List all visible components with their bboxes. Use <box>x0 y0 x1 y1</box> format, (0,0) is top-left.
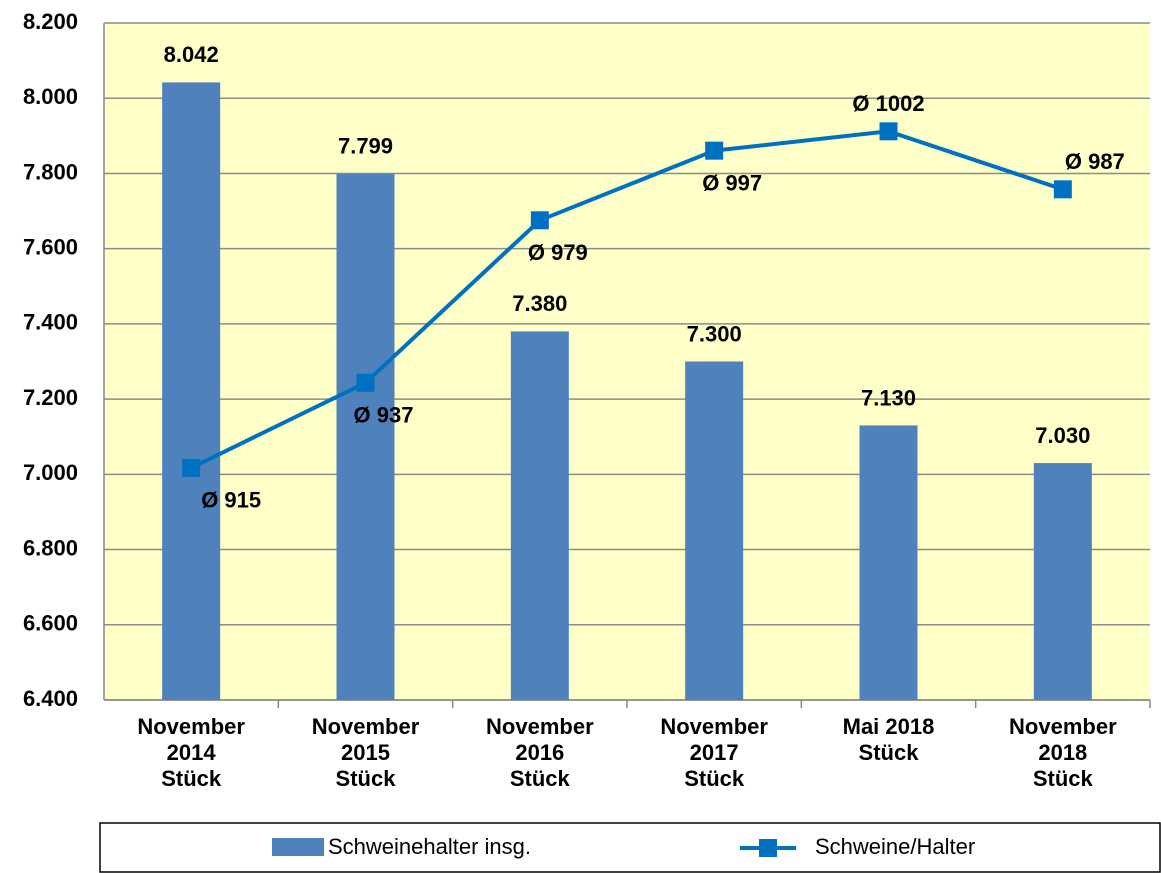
line-marker <box>530 211 549 230</box>
bar <box>162 82 221 701</box>
legend-label: Schweine/Halter <box>815 834 975 859</box>
line-value-label: Ø 979 <box>528 240 588 265</box>
bar <box>685 361 744 700</box>
bar-value-label: 7.130 <box>861 385 916 410</box>
y-tick-label: 7.200 <box>23 385 78 410</box>
plot-area <box>104 23 1150 700</box>
x-tick-label: Mai 2018 Stück <box>842 714 935 765</box>
y-tick-label: 8.200 <box>23 9 78 34</box>
y-tick-label: 7.400 <box>23 310 78 335</box>
line <box>190 129 1064 470</box>
y-tick-label: 6.800 <box>23 535 78 560</box>
bar <box>859 425 918 700</box>
y-tick-label: 8.000 <box>23 84 78 109</box>
y-tick-label: 7.800 <box>23 159 78 184</box>
y-tick-label: 6.400 <box>23 686 78 711</box>
line-value-label: Ø 987 <box>1065 149 1125 174</box>
y-tick-label: 6.600 <box>23 611 78 636</box>
line-value-label: Ø 997 <box>702 170 762 195</box>
line-value-label: Ø 915 <box>201 488 261 513</box>
legend-swatch <box>272 838 324 856</box>
line-marker <box>1053 180 1072 199</box>
x-tick-label: November 2015 Stück <box>311 714 420 791</box>
x-tick-label: November 2017 Stück <box>660 714 768 791</box>
line-value-label: Ø 1002 <box>852 91 924 116</box>
bar <box>510 331 569 700</box>
legend-swatch <box>759 839 777 857</box>
y-tick-label: 7.000 <box>23 460 78 485</box>
y-tick-label: 7.600 <box>23 234 78 259</box>
bar <box>1033 463 1092 700</box>
line-value-label: Ø 937 <box>354 403 414 428</box>
bar-value-label: 8.042 <box>164 42 219 67</box>
line-marker <box>705 141 724 160</box>
legend-label: Schweinehalter insg. <box>328 834 531 859</box>
line-marker <box>182 458 201 477</box>
x-tick-label: November 2016 Stück <box>486 714 594 791</box>
bar-value-label: 7.030 <box>1035 423 1090 448</box>
bar-value-label: 7.300 <box>687 321 742 346</box>
legend-box <box>99 822 1161 873</box>
bar-value-label: 7.799 <box>338 134 393 159</box>
line-marker <box>356 373 375 392</box>
x-tick-label: November 2014 Stück <box>137 714 245 791</box>
x-tick-label: November 2018 Stück <box>1009 714 1117 791</box>
line-marker <box>879 122 898 141</box>
bar-value-label: 7.380 <box>512 291 567 316</box>
bar <box>336 173 395 700</box>
